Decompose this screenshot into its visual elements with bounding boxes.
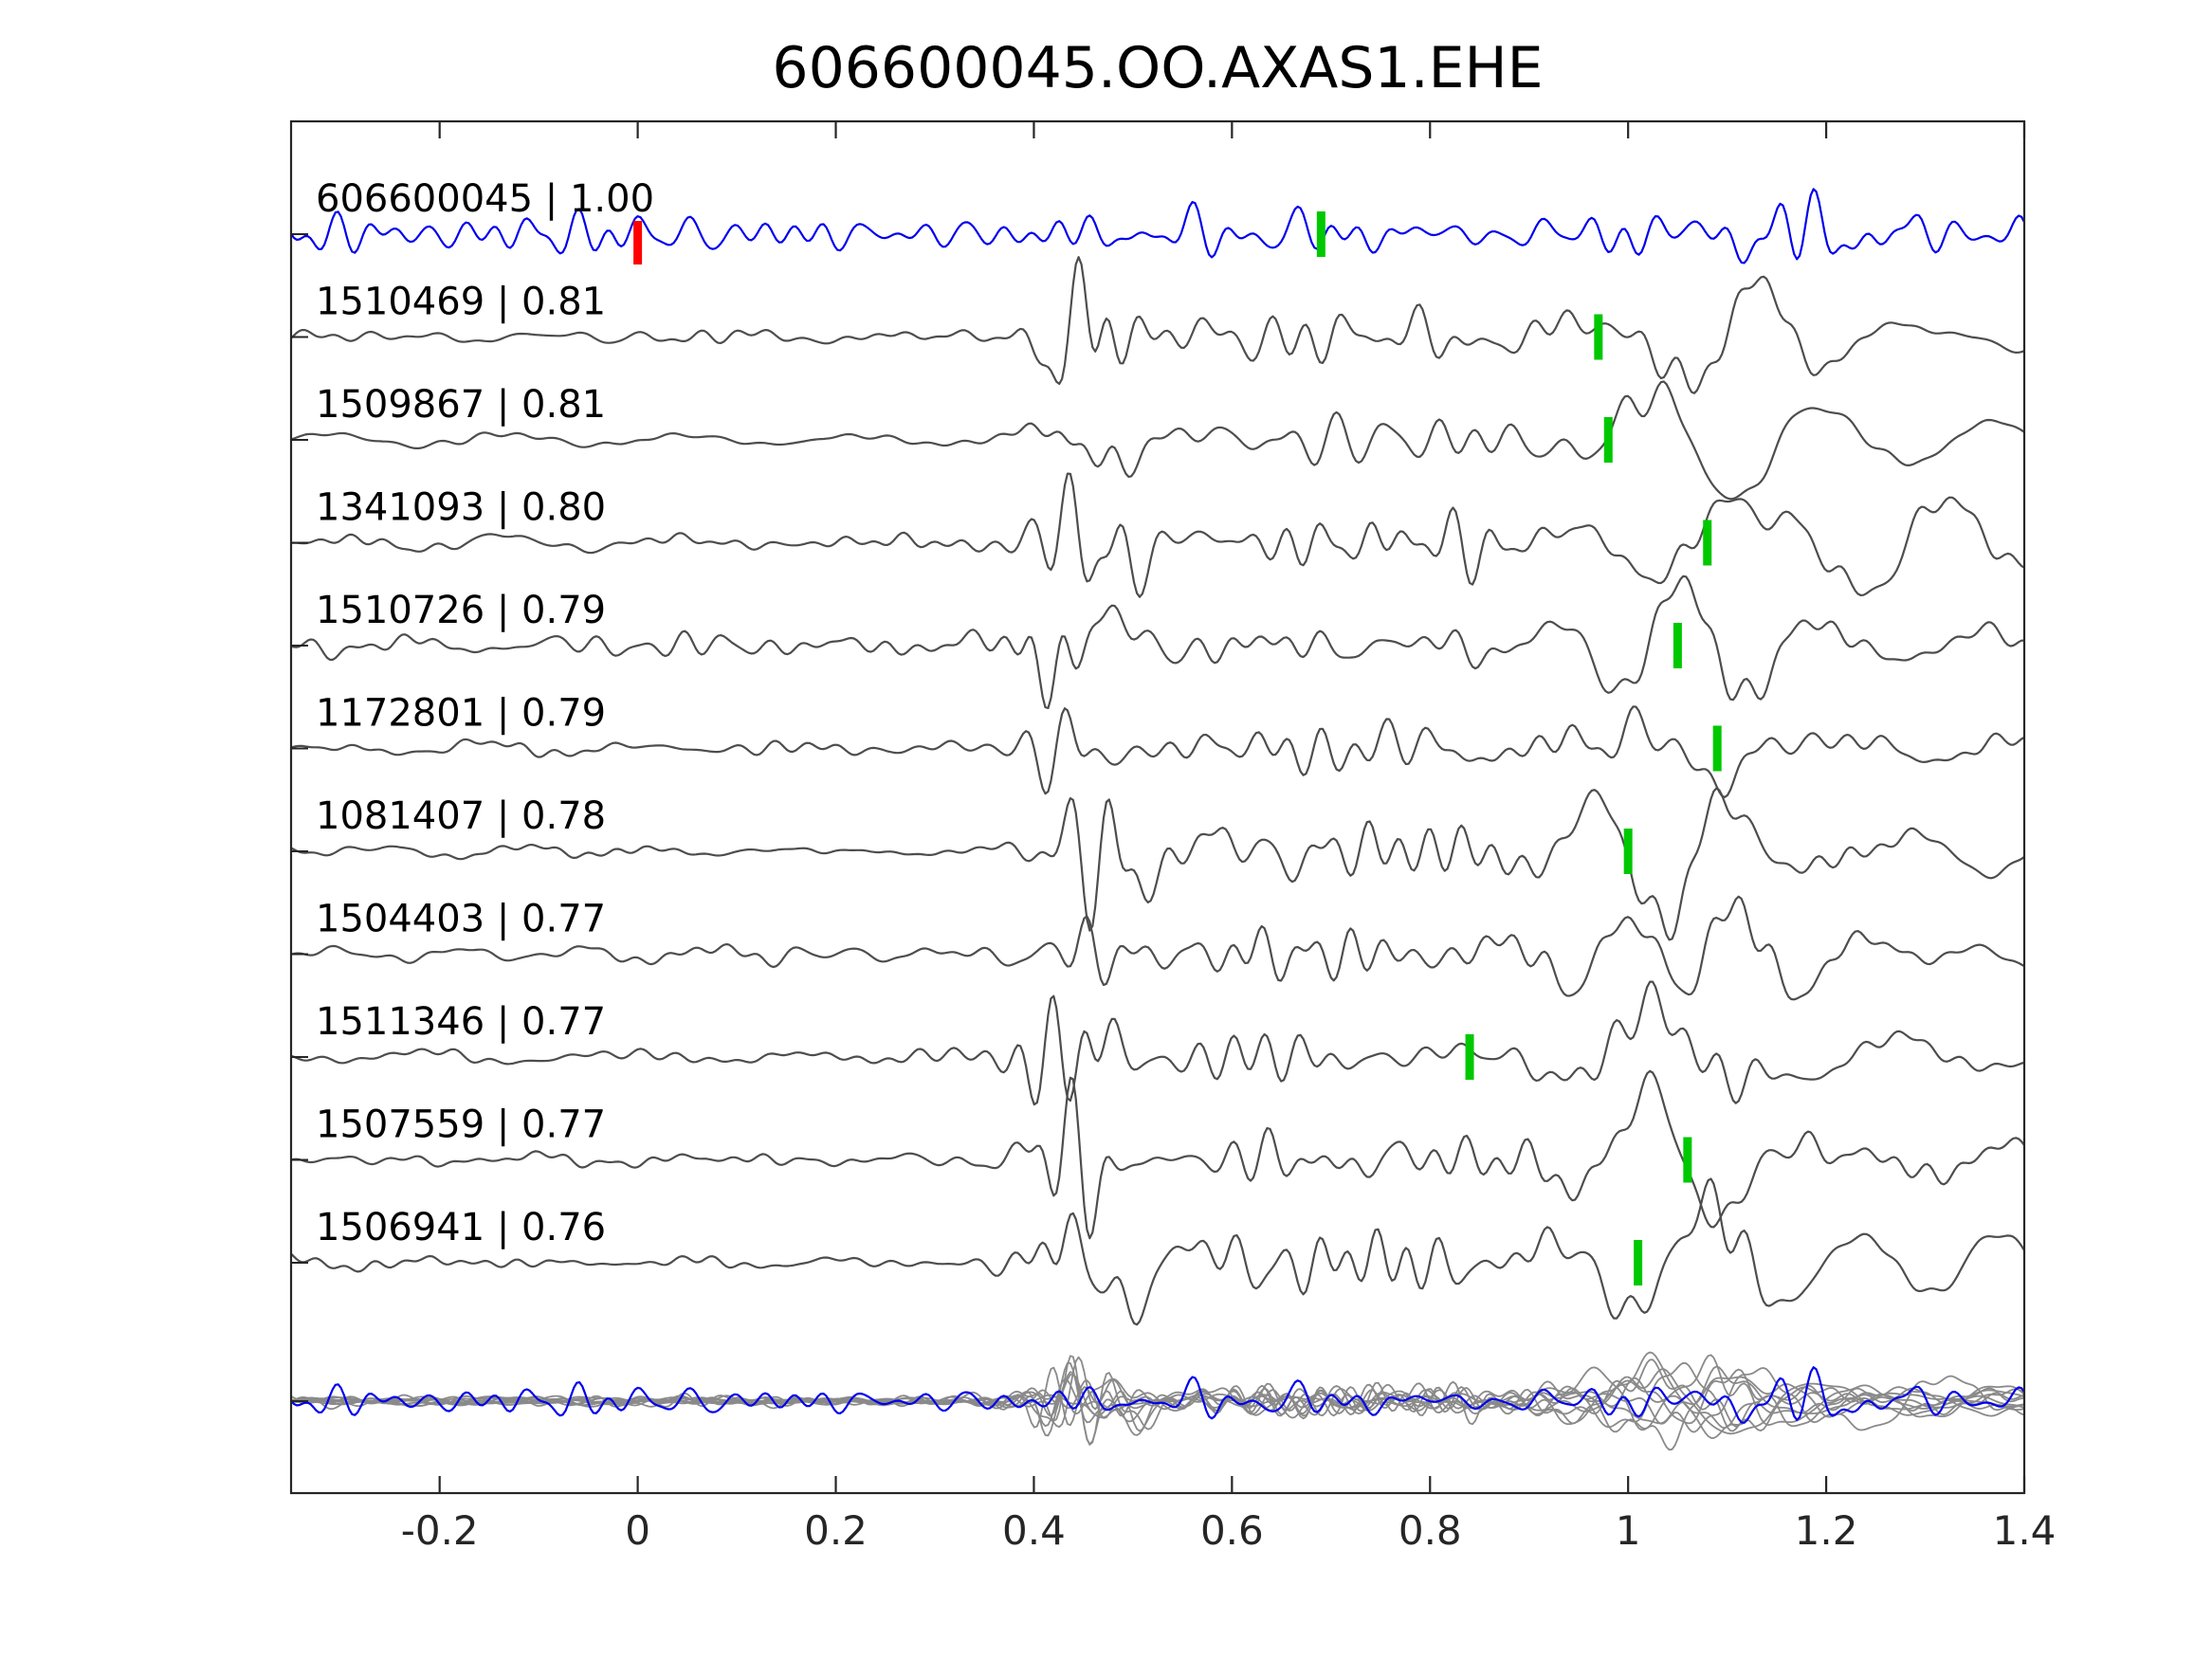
- axis-layer: -0.2 0 0.2 0.4 0.6 0.8 1 1.2 1.4: [289, 119, 2057, 1554]
- trace-label: 1506941 | 0.76: [316, 1206, 606, 1249]
- x-tick-label: 1.2: [1795, 1507, 1858, 1554]
- template-trace: [291, 380, 2024, 501]
- pick-marker: [1683, 1137, 1692, 1183]
- reference-pick-marker: [633, 221, 643, 264]
- pick-marker: [1623, 829, 1633, 874]
- x-tick-label: -0.2: [401, 1507, 479, 1554]
- template-trace: [291, 1069, 2024, 1240]
- plot-border: [289, 119, 2026, 1495]
- template-trace: [291, 256, 2024, 394]
- pick-marker: [1712, 725, 1722, 772]
- pick-marker: [1594, 314, 1603, 360]
- template-trace: [291, 574, 2024, 709]
- trace-label: 1341093 | 0.80: [316, 486, 606, 530]
- label-layer: 606600045 | 1.00 1510469 | 0.81 1509867 | …: [316, 177, 654, 1249]
- x-tick-label: 0.4: [1002, 1507, 1066, 1554]
- trace-label: 1510726 | 0.79: [316, 589, 606, 632]
- overlay-template-trace: [291, 1365, 2024, 1451]
- template-trace: [291, 980, 2024, 1106]
- pick-marker: [1703, 520, 1712, 566]
- x-tick-label: 0.2: [804, 1507, 868, 1554]
- overlay-template-trace: [291, 1354, 2024, 1436]
- reference-trace: [291, 188, 2024, 264]
- pick-marker: [1634, 1240, 1643, 1285]
- pick-marker: [1673, 623, 1682, 668]
- pick-marker: [1465, 1034, 1474, 1080]
- x-tick-label: 0: [625, 1507, 650, 1554]
- trace-label: 1509867 | 0.81: [316, 383, 606, 427]
- trace-label: 1511346 | 0.77: [316, 1000, 606, 1044]
- x-tick-label: 1: [1616, 1507, 1641, 1554]
- chart-title: 606600045.OO.AXAS1.EHE: [772, 35, 1543, 101]
- pick-marker: [1603, 417, 1613, 463]
- x-tick-label: 0.6: [1200, 1507, 1264, 1554]
- template-trace: [291, 895, 2024, 1001]
- pick-marker: [1316, 211, 1325, 257]
- trace-label: 1504403 | 0.77: [316, 898, 606, 941]
- template-trace: [291, 787, 2024, 941]
- template-trace: [291, 472, 2024, 598]
- overlay-template-trace: [291, 1351, 2024, 1446]
- x-tick-label: 1.4: [1993, 1507, 2057, 1554]
- trace-layer: [291, 188, 2024, 1451]
- trace-label: 606600045 | 1.00: [316, 177, 654, 221]
- trace-label: 1507559 | 0.77: [316, 1103, 606, 1147]
- overlay-reference-trace: [291, 1366, 2024, 1424]
- trace-label: 1510469 | 0.81: [316, 281, 606, 324]
- trace-label: 1172801 | 0.79: [316, 692, 606, 736]
- trace-label: 1081407 | 0.78: [316, 794, 606, 838]
- pick-layer: [633, 211, 1722, 1285]
- template-trace: [291, 1177, 2024, 1326]
- template-trace: [291, 705, 2024, 798]
- x-tick-label: 0.8: [1398, 1507, 1462, 1554]
